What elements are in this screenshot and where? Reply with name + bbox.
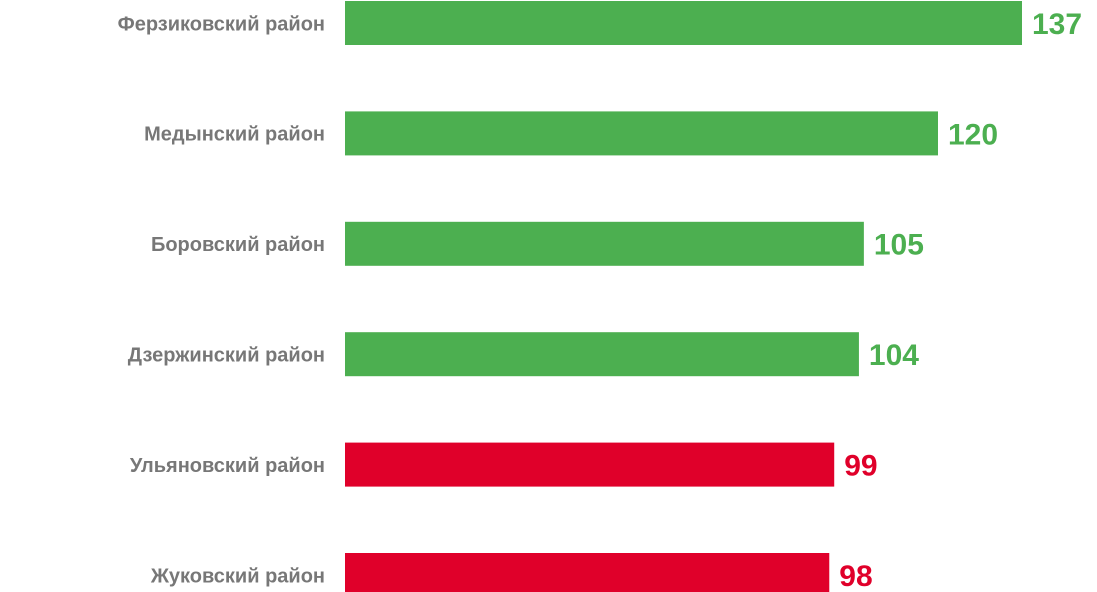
value-label: 104 <box>869 339 919 372</box>
value-label: 137 <box>1032 8 1082 41</box>
value-label: 120 <box>948 118 998 151</box>
bar <box>345 111 938 156</box>
value-label: 98 <box>839 560 872 592</box>
bar <box>345 332 859 377</box>
value-label: 105 <box>874 229 924 262</box>
bar <box>345 553 830 592</box>
category-label: Боровский район <box>151 234 325 256</box>
category-label: Дзержинский район <box>128 344 325 366</box>
bar <box>345 442 835 487</box>
category-label: Жуковский район <box>150 565 325 587</box>
bar <box>345 221 864 266</box>
value-label: 99 <box>844 450 877 483</box>
category-label: Медынский район <box>144 124 325 146</box>
category-label: Ферзиковский район <box>118 13 325 35</box>
category-label: Ульяновский район <box>130 455 325 477</box>
bar <box>345 1 1022 45</box>
